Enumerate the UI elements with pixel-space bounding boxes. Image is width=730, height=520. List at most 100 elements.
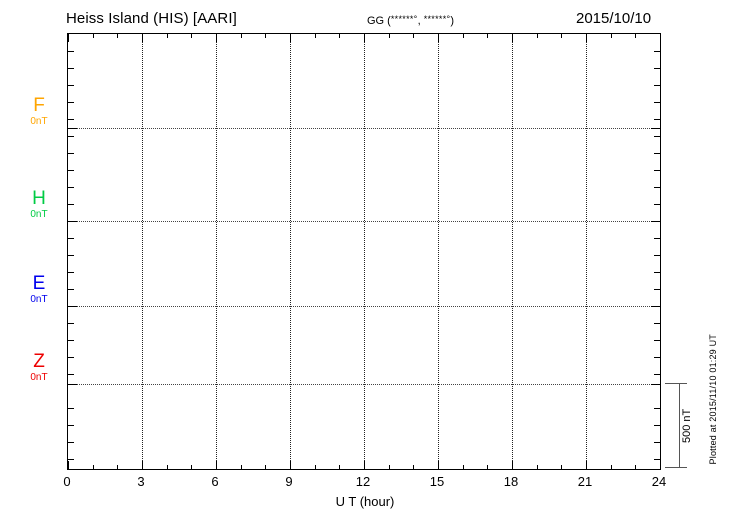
x-axis-minor-tick (610, 465, 612, 469)
x-axis-minor-tick (339, 34, 341, 38)
y-axis-minor-tick (654, 68, 660, 69)
x-axis-minor-tick (240, 465, 242, 469)
x-tick-label: 18 (503, 474, 519, 489)
y-axis-minor-tick (654, 51, 660, 52)
x-axis-minor-tick (635, 34, 637, 38)
component-baseline-value: 0nT (30, 116, 48, 127)
coord-paren-close: ) (450, 15, 455, 27)
x-axis-minor-tick (117, 465, 119, 469)
component-letter: Z (33, 351, 45, 372)
x-axis-major-tick (512, 34, 513, 42)
x-axis-minor-tick (561, 34, 563, 38)
y-axis-minor-tick (68, 255, 74, 256)
x-axis-minor-tick (413, 34, 415, 38)
x-axis-minor-tick (536, 465, 538, 469)
y-axis-minor-tick (654, 170, 660, 171)
y-axis-major-tick (68, 306, 77, 307)
x-axis-major-tick (68, 34, 69, 42)
y-axis-minor-tick (654, 442, 660, 443)
scale-bar-top-cap (665, 383, 687, 384)
y-axis-minor-tick (654, 289, 660, 290)
x-axis-minor-tick (166, 34, 168, 38)
x-axis-minor-tick (635, 465, 637, 469)
x-axis-major-tick (142, 34, 143, 42)
vertical-gridline (290, 34, 291, 469)
y-axis-major-tick (651, 221, 660, 222)
vertical-gridline (586, 34, 587, 469)
page-title: Heiss Island (HIS) [AARI] (66, 10, 237, 27)
x-axis-major-tick (290, 461, 291, 469)
y-axis-minor-tick (654, 357, 660, 358)
y-axis-minor-tick (68, 459, 74, 460)
y-axis-major-tick (651, 306, 660, 307)
x-axis-major-tick (216, 461, 217, 469)
y-axis-minor-tick (654, 187, 660, 188)
plotted-timestamp: Plotted at 2015/11/10 01:29 UT (708, 334, 718, 465)
vertical-gridline (364, 34, 365, 469)
y-axis-minor-tick (68, 68, 74, 69)
x-tick-label: 12 (355, 474, 371, 489)
x-axis-major-tick (68, 461, 69, 469)
x-axis-major-tick (586, 461, 587, 469)
component-baseline-value: 0nT (30, 372, 48, 383)
x-axis-minor-tick (191, 465, 193, 469)
coord-latitude: ******° (390, 14, 418, 24)
y-axis-minor-tick (654, 102, 660, 103)
x-axis-minor-tick (314, 465, 316, 469)
baseline-gridline-f (68, 128, 660, 129)
x-axis-major-tick (290, 34, 291, 42)
y-axis-minor-tick (68, 340, 74, 341)
y-axis-minor-tick (654, 153, 660, 154)
component-label-e: E 0nT (16, 274, 62, 306)
baseline-gridline-h (68, 221, 660, 222)
x-tick-label: 9 (285, 474, 293, 489)
scale-bar (665, 383, 687, 468)
x-axis-major-tick (364, 461, 365, 469)
x-axis-minor-tick (339, 465, 341, 469)
x-axis-minor-tick (388, 34, 390, 38)
y-axis-minor-tick (68, 85, 74, 86)
x-axis-minor-tick (462, 34, 464, 38)
component-baseline-value: 0nT (30, 209, 48, 220)
y-axis-major-tick (68, 384, 77, 385)
x-axis-minor-tick (92, 34, 94, 38)
x-axis-major-tick (512, 461, 513, 469)
y-axis-minor-tick (68, 170, 74, 171)
y-axis-minor-tick (68, 323, 74, 324)
y-axis-minor-tick (68, 442, 74, 443)
x-axis-major-tick (142, 461, 143, 469)
component-baseline-value: 0nT (30, 294, 48, 305)
x-axis-minor-tick (561, 465, 563, 469)
x-axis-major-tick (364, 34, 365, 42)
baseline-gridline-z (68, 384, 660, 385)
x-axis-minor-tick (240, 34, 242, 38)
y-axis-minor-tick (654, 85, 660, 86)
component-label-z: Z 0nT (16, 352, 62, 384)
component-letter: F (33, 95, 45, 116)
x-axis-minor-tick (191, 34, 193, 38)
y-axis-minor-tick (68, 238, 74, 239)
y-axis-minor-tick (68, 136, 74, 137)
x-tick-label: 15 (429, 474, 445, 489)
y-axis-minor-tick (68, 289, 74, 290)
coord-paren-open: ( (384, 15, 391, 27)
coordinate-subtitle: GG (******°, ******°) (367, 14, 454, 27)
x-axis-title: U T (hour) (335, 494, 395, 509)
y-axis-minor-tick (654, 340, 660, 341)
x-axis-minor-tick (413, 465, 415, 469)
y-axis-minor-tick (68, 102, 74, 103)
x-axis-minor-tick (92, 465, 94, 469)
coord-separator: , (417, 15, 424, 27)
x-axis-major-tick (586, 34, 587, 42)
y-axis-major-tick (68, 128, 77, 129)
y-axis-minor-tick (68, 425, 74, 426)
vertical-gridline (142, 34, 143, 469)
component-label-f: F 0nT (16, 96, 62, 128)
coord-system-label: GG (367, 15, 385, 27)
y-axis-minor-tick (68, 408, 74, 409)
y-axis-minor-tick (68, 204, 74, 205)
component-letter: E (32, 273, 46, 294)
y-axis-minor-tick (654, 323, 660, 324)
component-label-h: H 0nT (16, 189, 62, 221)
y-axis-minor-tick (654, 136, 660, 137)
